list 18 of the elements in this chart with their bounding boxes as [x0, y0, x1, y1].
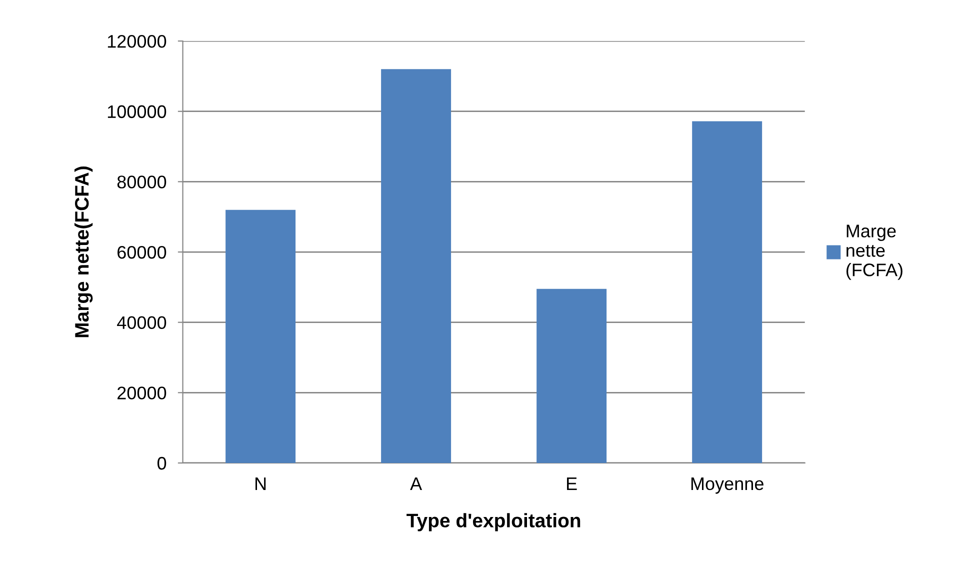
y-axis-title: Marge nette(FCFA)	[74, 166, 93, 338]
y-tick-label: 40000	[117, 316, 166, 330]
bar	[536, 288, 607, 463]
bar	[226, 210, 296, 463]
y-tick-label: 120000	[108, 34, 166, 48]
x-tick-label: N	[256, 478, 266, 490]
y-tick-label: 100000	[108, 105, 166, 118]
y-tick-label: 80000	[117, 176, 166, 188]
x-axis-title: Type d'exploitation	[406, 513, 580, 532]
y-tick-label: 0	[157, 456, 166, 470]
x-tick-label: Moyenne	[691, 478, 764, 494]
bar	[692, 121, 762, 463]
y-tick-label: 20000	[118, 386, 166, 400]
bar	[381, 69, 452, 463]
x-tick-label: E	[567, 478, 577, 490]
x-tick-label: A	[410, 478, 422, 490]
legend-label: Marge nette (FCFA)	[846, 224, 902, 280]
y-tick-label: 60000	[118, 246, 166, 259]
